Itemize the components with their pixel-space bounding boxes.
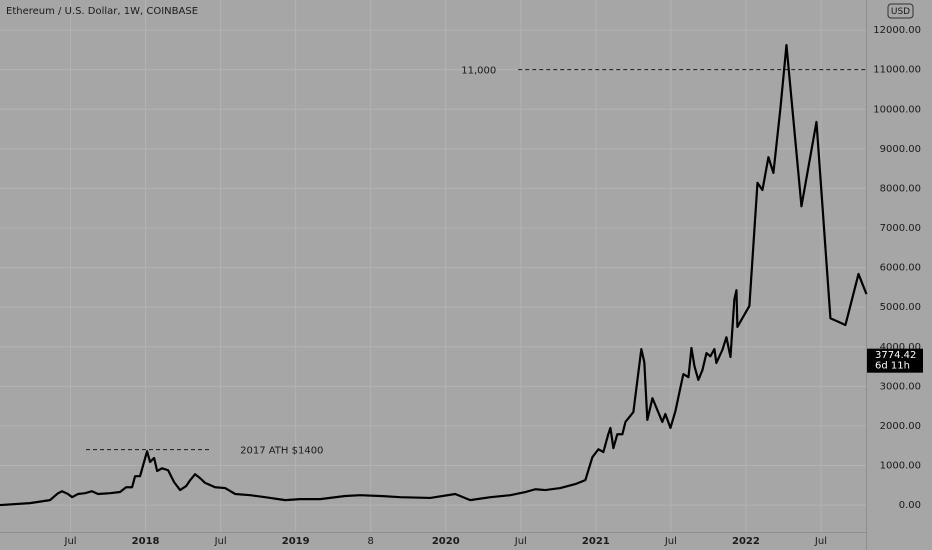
- y-tick-label: 6000.00: [880, 263, 921, 274]
- y-tick-label: 2000.00: [880, 421, 921, 432]
- x-tick-label: 8: [368, 536, 374, 547]
- grid: [0, 0, 866, 532]
- x-tick-label: Jul: [664, 536, 677, 547]
- y-tick-label: 5000.00: [880, 302, 921, 313]
- y-tick-label: 8000.00: [880, 183, 921, 194]
- x-tick-label: Jul: [64, 536, 77, 547]
- currency-box: [887, 3, 914, 19]
- last-price-box: [867, 348, 923, 373]
- x-tick-label: Jul: [814, 536, 827, 547]
- chart-title: Ethereum / U.S. Dollar, 1W, COINBASE: [6, 6, 198, 17]
- x-tick-label: 2020: [432, 536, 460, 547]
- annotation-label: 11,000: [461, 66, 496, 77]
- countdown: 6d 11h: [875, 361, 910, 372]
- y-tick-label: 11000.00: [873, 65, 921, 76]
- x-tick-label: Jul: [514, 536, 527, 547]
- x-tick-label: 2022: [732, 536, 760, 547]
- currency: USD: [891, 7, 910, 17]
- annotation-label: 2017 ATH $1400: [240, 446, 323, 457]
- y-tick-label: 4000.00: [880, 342, 921, 353]
- x-tick-label: 2018: [132, 536, 160, 547]
- x-tick-label: 2019: [282, 536, 310, 547]
- y-tick-label: 12000.00: [873, 25, 921, 36]
- y-tick-label: 10000.00: [873, 104, 921, 115]
- y-tick-label: 7000.00: [880, 223, 921, 234]
- x-tick-label: Jul: [214, 536, 227, 547]
- y-tick-label: 3000.00: [880, 381, 921, 392]
- y-tick-label: 0.00: [899, 500, 921, 511]
- y-tick-label: 1000.00: [880, 461, 921, 472]
- y-tick-label: 9000.00: [880, 144, 921, 155]
- x-tick-label: 2021: [582, 536, 610, 547]
- last-price: 3774.42: [875, 350, 916, 361]
- price-line: [0, 44, 868, 507]
